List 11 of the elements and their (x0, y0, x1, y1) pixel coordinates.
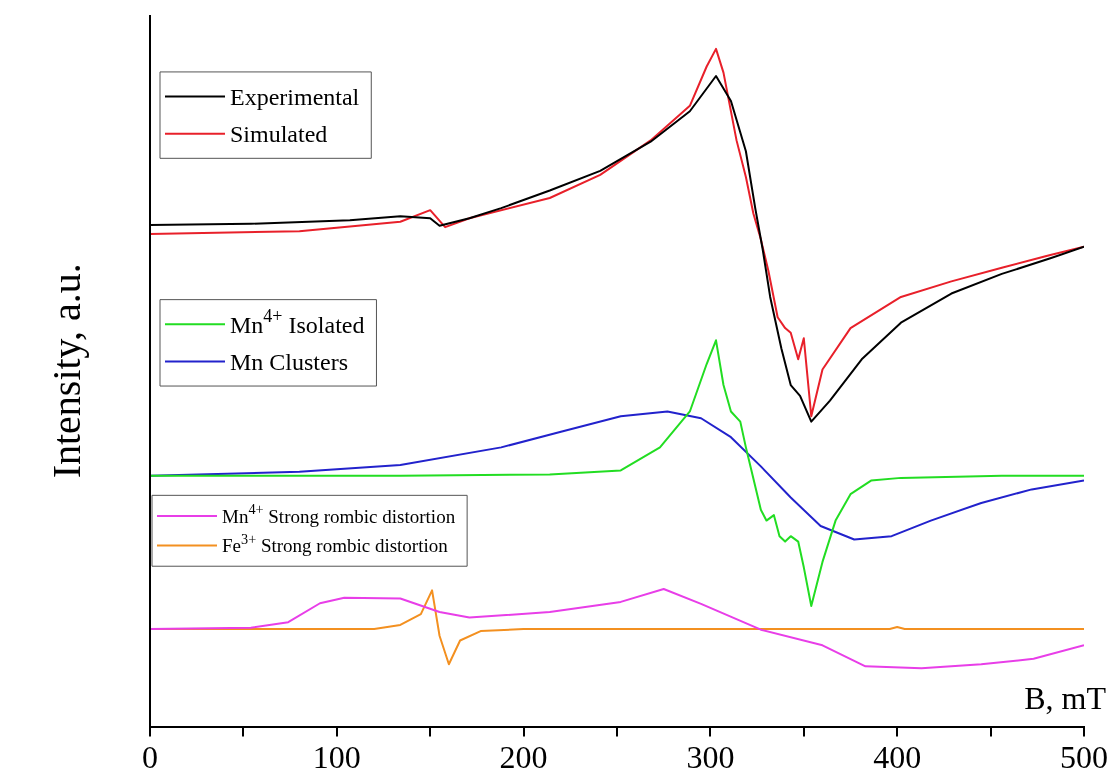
x-tick-label: 0 (142, 739, 158, 776)
x-tick-label: 400 (873, 739, 922, 776)
legend-label: Mn Clusters (230, 348, 349, 375)
x-tick-label: 500 (1060, 739, 1108, 776)
x-tick-label: 300 (686, 739, 735, 776)
legend-label: Experimental (230, 83, 360, 110)
y-axis-title: Intensity, a.u. (44, 263, 89, 479)
x-axis-title: B, mT (1024, 679, 1107, 716)
x-tick-label: 100 (312, 739, 361, 776)
x-tick-label: 200 (499, 739, 548, 776)
legend-label: Simulated (230, 121, 328, 148)
